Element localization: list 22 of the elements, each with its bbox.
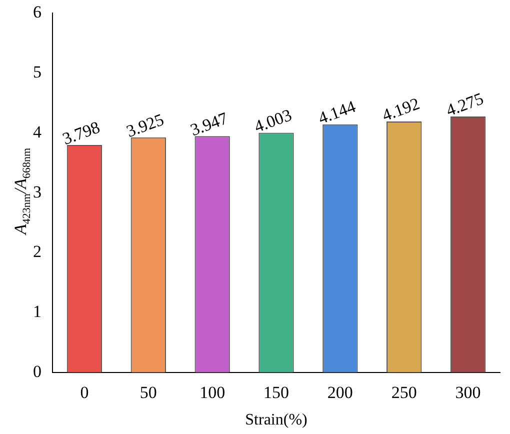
data-label: 3.947 bbox=[188, 108, 230, 140]
x-axis-title: Strain(%) bbox=[245, 412, 308, 429]
y-tick-label: 4 bbox=[33, 122, 42, 142]
y-tick-label: 0 bbox=[33, 362, 42, 381]
data-label: 4.192 bbox=[380, 94, 422, 125]
y-tick-label: 3 bbox=[33, 182, 42, 202]
y-tick-label: 2 bbox=[33, 242, 42, 262]
data-label: 4.275 bbox=[444, 89, 486, 120]
y-tick-label: 6 bbox=[33, 2, 42, 22]
x-tick-label: 50 bbox=[140, 383, 157, 402]
x-tick-label: 0 bbox=[80, 383, 89, 402]
x-tick-label: 300 bbox=[455, 383, 481, 402]
x-tick-label: 100 bbox=[200, 383, 226, 402]
x-tick-label: 250 bbox=[391, 383, 417, 402]
x-tick-label: 150 bbox=[264, 383, 289, 402]
data-label: 3.925 bbox=[124, 110, 166, 141]
y-tick-label: 5 bbox=[33, 62, 42, 82]
y-tick-label: 1 bbox=[33, 302, 42, 321]
data-label: 3.798 bbox=[60, 118, 102, 149]
data-label: 4.003 bbox=[252, 105, 294, 136]
data-label: 4.144 bbox=[316, 96, 359, 128]
x-tick-label: 200 bbox=[327, 383, 353, 402]
